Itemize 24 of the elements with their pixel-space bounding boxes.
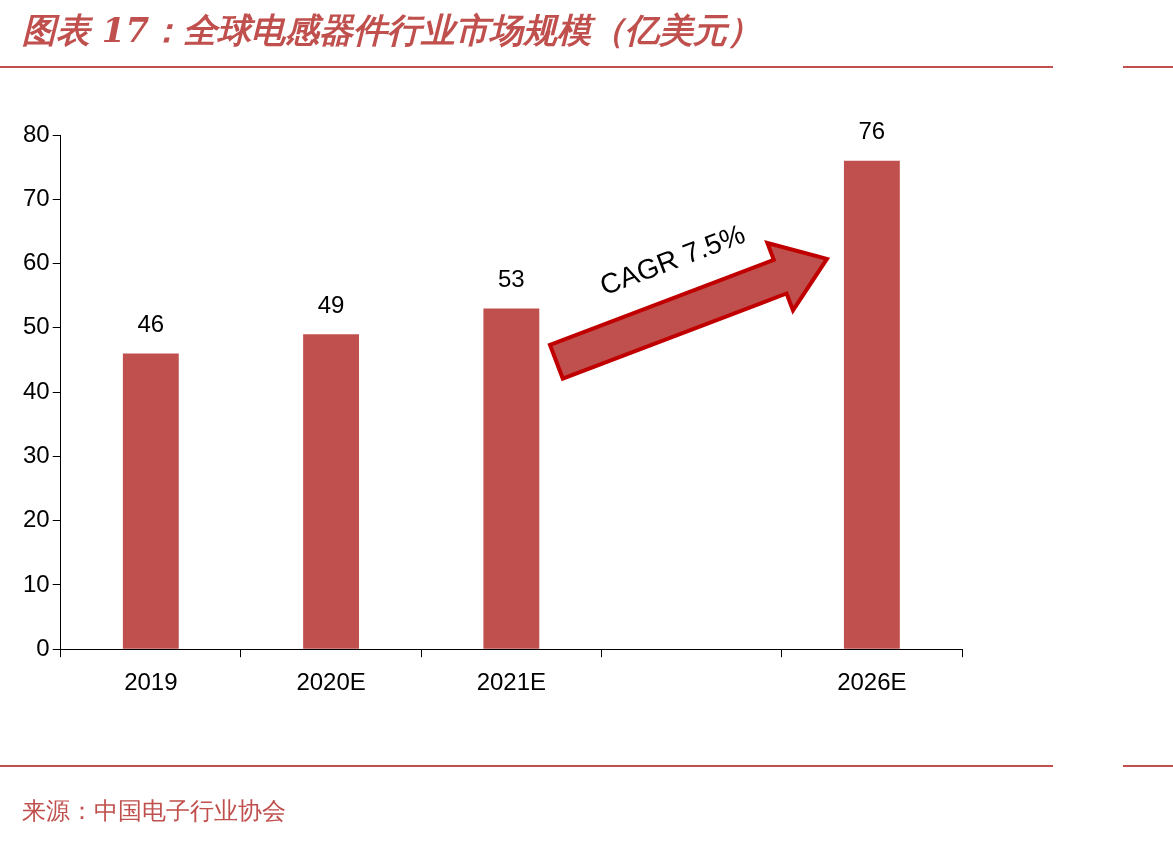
y-tick-label: 70 [22, 183, 50, 211]
bar [843, 160, 900, 649]
y-tick-label: 0 [36, 633, 50, 661]
data-label: 46 [137, 310, 165, 338]
bar [122, 353, 179, 649]
y-tick-label: 40 [22, 376, 50, 404]
x-tick-label: 2019 [124, 668, 178, 696]
x-tick-label: 2026E [837, 668, 907, 696]
y-tick-label: 80 [22, 119, 50, 147]
bar [303, 334, 360, 649]
bar [483, 308, 540, 649]
data-label: 76 [858, 117, 886, 145]
x-tick-label: 2020E [296, 668, 366, 696]
data-label: 49 [317, 290, 345, 318]
annotation: CAGR 7.5% [595, 217, 750, 302]
y-tick-label: 30 [22, 441, 50, 468]
y-tick-label: 60 [22, 248, 50, 276]
chart-title: 图表 17：全球电感器件行业市场规模（亿美元） [22, 9, 762, 52]
source-note: 来源：中国电子行业协会 [22, 796, 286, 827]
y-tick-label: 50 [22, 312, 50, 340]
y-tick-label: 10 [22, 569, 50, 597]
data-label: 53 [498, 265, 525, 293]
x-tick-label: 2021E [476, 668, 547, 696]
y-tick-label: 20 [22, 505, 50, 533]
